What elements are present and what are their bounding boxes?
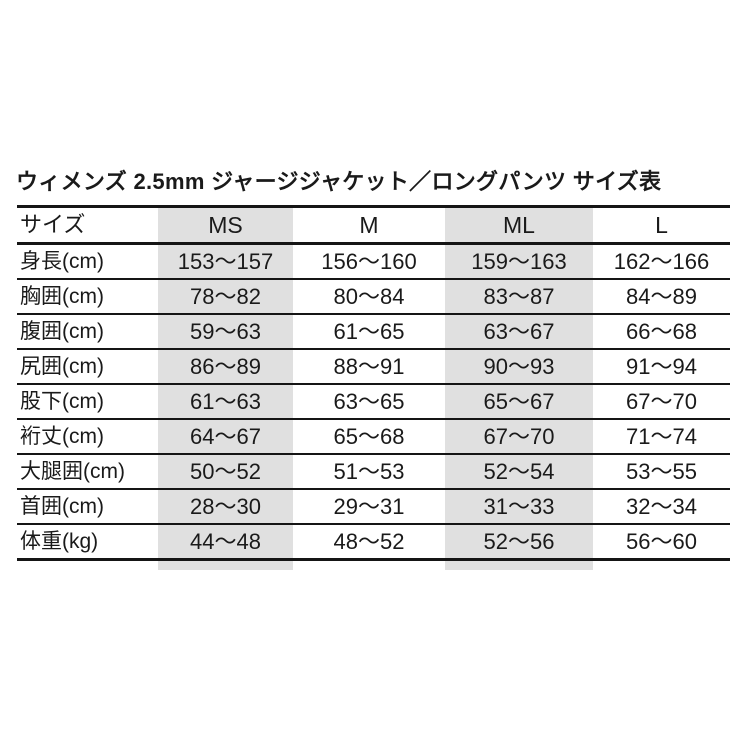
cell-value: 32～34 [626, 493, 697, 519]
cell-value: 67～70 [483, 423, 555, 449]
row-label: 股下(cm) [20, 390, 104, 413]
cell-value: 52～56 [483, 528, 555, 554]
cell-value: 71～74 [626, 423, 697, 449]
cell-value: 65～68 [333, 423, 405, 449]
cell-value: 86～89 [190, 353, 261, 379]
cell-value: 83～87 [483, 283, 555, 309]
cell-value: 153～157 [177, 248, 274, 274]
row-label: 裄丈(cm) [20, 425, 104, 448]
table-row-height: 身長(cm) 153～157 156～160 159～163 162～166 [17, 245, 730, 280]
table-row-chest: 胸囲(cm) 78～82 80～84 83～87 84～89 [17, 280, 730, 315]
cell-value: 63～67 [483, 318, 555, 344]
table-row-thigh: 大腿囲(cm) 50～52 51～53 52～54 53～55 [17, 455, 730, 490]
column-header-l: L [655, 211, 668, 238]
cell-value: 64～67 [190, 423, 261, 449]
cell-value: 90～93 [483, 353, 555, 379]
cell-value: 80～84 [333, 283, 405, 309]
row-label: 腹囲(cm) [20, 320, 104, 343]
cell-value: 52～54 [483, 458, 555, 484]
cell-value: 91～94 [626, 353, 697, 379]
page-title: ウィメンズ 2.5mm ジャージジャケット／ロングパンツ サイズ表 [16, 169, 662, 194]
size-table: サイズ MS M ML L 身長(cm) 153～157 156～160 159… [17, 205, 730, 570]
column-header-ml: ML [503, 211, 535, 238]
cell-value: 53～55 [626, 458, 697, 484]
cell-value: 31～33 [483, 493, 555, 519]
table-row-neck: 首囲(cm) 28～30 29～31 31～33 32～34 [17, 490, 730, 525]
cell-value: 51～53 [333, 458, 405, 484]
cell-value: 78～82 [190, 283, 261, 309]
column-header-size: サイズ [20, 212, 86, 237]
table-header-row: サイズ MS M ML L [17, 208, 730, 245]
table-row-inseam: 股下(cm) 61～63 63～65 65～67 67～70 [17, 385, 730, 420]
column-highlight-ml [445, 208, 593, 570]
row-label: 首囲(cm) [20, 495, 104, 518]
cell-value: 63～65 [333, 388, 405, 414]
cell-value: 67～70 [626, 388, 697, 414]
row-label: 体重(kg) [20, 530, 99, 553]
cell-value: 29～31 [333, 493, 405, 519]
cell-value: 61～65 [333, 318, 405, 344]
cell-value: 59～63 [190, 318, 261, 344]
table-row-hip: 尻囲(cm) 86～89 88～91 90～93 91～94 [17, 350, 730, 385]
cell-value: 56～60 [626, 528, 697, 554]
row-label: 身長(cm) [20, 250, 104, 273]
cell-value: 50～52 [190, 458, 261, 484]
cell-value: 65～67 [483, 388, 555, 414]
cell-value: 66～68 [626, 318, 697, 344]
cell-value: 48～52 [333, 528, 405, 554]
row-label: 胸囲(cm) [20, 285, 104, 308]
table-row-weight: 体重(kg) 44～48 48～52 52～56 56～60 [17, 525, 730, 561]
row-label: 大腿囲(cm) [20, 460, 125, 483]
cell-value: 162～166 [613, 248, 710, 274]
cell-value: 61～63 [190, 388, 261, 414]
table-row-waist: 腹囲(cm) 59～63 61～65 63～67 66～68 [17, 315, 730, 350]
cell-value: 28～30 [190, 493, 261, 519]
column-highlight-ms [158, 208, 293, 570]
row-label: 尻囲(cm) [20, 355, 104, 378]
column-header-ms: MS [208, 211, 243, 238]
column-header-m: M [359, 211, 379, 238]
cell-value: 44～48 [190, 528, 261, 554]
table-row-sleeve: 裄丈(cm) 64～67 65～68 67～70 71～74 [17, 420, 730, 455]
cell-value: 88～91 [333, 353, 405, 379]
cell-value: 84～89 [626, 283, 697, 309]
cell-value: 159～163 [471, 248, 567, 274]
cell-value: 156～160 [321, 248, 417, 274]
